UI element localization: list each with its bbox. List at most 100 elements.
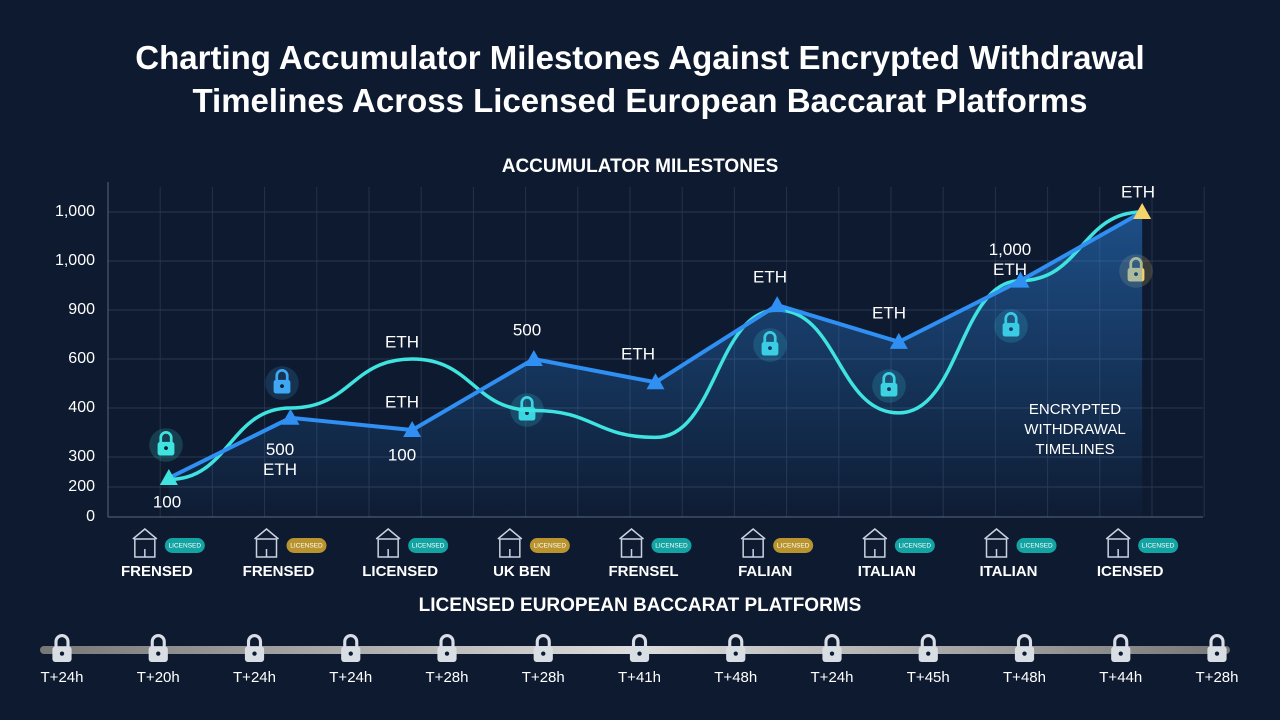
lock-shackle [631, 634, 648, 648]
lock-hole [348, 651, 353, 656]
chart-title: Charting Accumulator Milestones Against … [135, 39, 1144, 119]
building-icon [132, 528, 158, 558]
timeline-label: T+24h [233, 669, 276, 686]
lock-hole [280, 384, 284, 389]
x-tick-label: FALIAN [738, 563, 792, 580]
timeline-label: T+48h [1003, 669, 1046, 686]
lock-hole [829, 651, 835, 656]
timeline-label: T+24h [811, 669, 854, 686]
annotation: ETH [385, 332, 419, 351]
building-icon [1105, 528, 1131, 558]
lock-hole [1022, 651, 1027, 656]
side-note: ENCRYPTED WITHDRAWAL TIMELINES [1024, 401, 1125, 458]
lock-icon [148, 634, 168, 662]
marker [646, 373, 665, 390]
lock-icon [822, 634, 842, 662]
x-axis-title: LICENSED EUROPEAN BACCARAT PLATFORMS [419, 595, 862, 616]
building-icon [375, 528, 401, 558]
marker [281, 408, 300, 425]
building-roof [740, 528, 766, 540]
y-axis-title: ACCUMULATOR MILESTONES [502, 156, 779, 177]
building-icon [254, 528, 279, 558]
y-tick-label: 300 [68, 448, 95, 465]
building-roof [132, 528, 158, 540]
badge-label: LICENSED [655, 543, 688, 550]
building-icon [984, 528, 1009, 558]
badge [529, 538, 570, 553]
building-roof [254, 528, 279, 540]
lock-icon [918, 634, 938, 662]
timeline-label: T+44h [1099, 669, 1142, 686]
lock-shackle [54, 634, 70, 648]
x-tick-label: FRENSEL [608, 563, 678, 580]
badge-label: LICENSED [290, 543, 323, 550]
building-roof [984, 528, 1009, 540]
annotation: 500 [513, 320, 541, 339]
lock-icon [437, 634, 457, 662]
timeline-label: T+41h [618, 669, 661, 686]
badge-label: LICENSED [412, 543, 445, 550]
marker [524, 350, 543, 366]
lock-shackle [1016, 634, 1033, 648]
timeline-label: T+28h [522, 669, 565, 686]
lock-icon [244, 634, 265, 662]
lock-shackle [150, 634, 166, 648]
marker [768, 296, 787, 313]
timeline-label: T+24h [329, 669, 372, 686]
badge [1138, 538, 1179, 553]
lock-icon [533, 634, 553, 662]
lock-hole [1118, 651, 1123, 656]
marker [1011, 271, 1030, 288]
lock-hole [59, 651, 65, 656]
marker [889, 332, 908, 349]
building-icon [862, 528, 888, 558]
y-tick-label: 200 [68, 478, 95, 495]
timeline-label: T+24h [41, 669, 84, 686]
lock-shackle [1113, 634, 1129, 648]
annotation: 500 ETH [263, 440, 297, 479]
lock-icon [265, 366, 299, 400]
x-tick-label: ITALIAN [979, 563, 1037, 580]
y-tick-label: 1,000 [55, 203, 95, 220]
lock-icon [726, 634, 746, 662]
badge-label: LICENSED [899, 543, 932, 550]
timeline-label: T+28h [1196, 669, 1239, 686]
lock-icon [1111, 634, 1131, 662]
lock-hole [637, 651, 642, 656]
badge-label: LICENSED [534, 543, 567, 550]
badge-label: LICENSED [777, 543, 810, 550]
lock-hole [733, 651, 738, 656]
lock-shackle [728, 634, 744, 648]
badge [773, 538, 814, 553]
x-tick-label: UK BEN [493, 563, 551, 580]
badge [286, 538, 327, 553]
timeline-label: T+20h [137, 669, 180, 686]
lock-icon [341, 634, 361, 662]
y-tick-label: 0 [86, 508, 95, 525]
lock-hole [164, 446, 168, 451]
lock-hole [156, 651, 161, 656]
badge-label: LICENSED [169, 543, 202, 550]
x-tick-label: ITALIAN [858, 563, 916, 580]
lock-icon [629, 634, 650, 662]
y-tick-label: 900 [68, 301, 95, 318]
area [168, 212, 1143, 517]
annotation: 100 [153, 492, 181, 511]
badge [408, 538, 449, 553]
annotation: ETH [1121, 182, 1155, 201]
lock-hole [1214, 651, 1220, 656]
x-tick-label: ICENSED [1097, 563, 1164, 580]
building-roof [619, 528, 644, 540]
badge [164, 538, 205, 553]
marker [1133, 203, 1152, 219]
timeline-label: T+45h [907, 669, 950, 686]
building-roof [497, 528, 523, 540]
building-roof [862, 528, 888, 540]
lock-shackle [920, 634, 936, 648]
y-tick-label: 600 [68, 350, 95, 367]
x-tick-label: LICENSED [362, 563, 438, 580]
lock-shackle [1209, 634, 1225, 648]
lock-shackle [439, 634, 455, 648]
lock-icon [149, 428, 183, 462]
